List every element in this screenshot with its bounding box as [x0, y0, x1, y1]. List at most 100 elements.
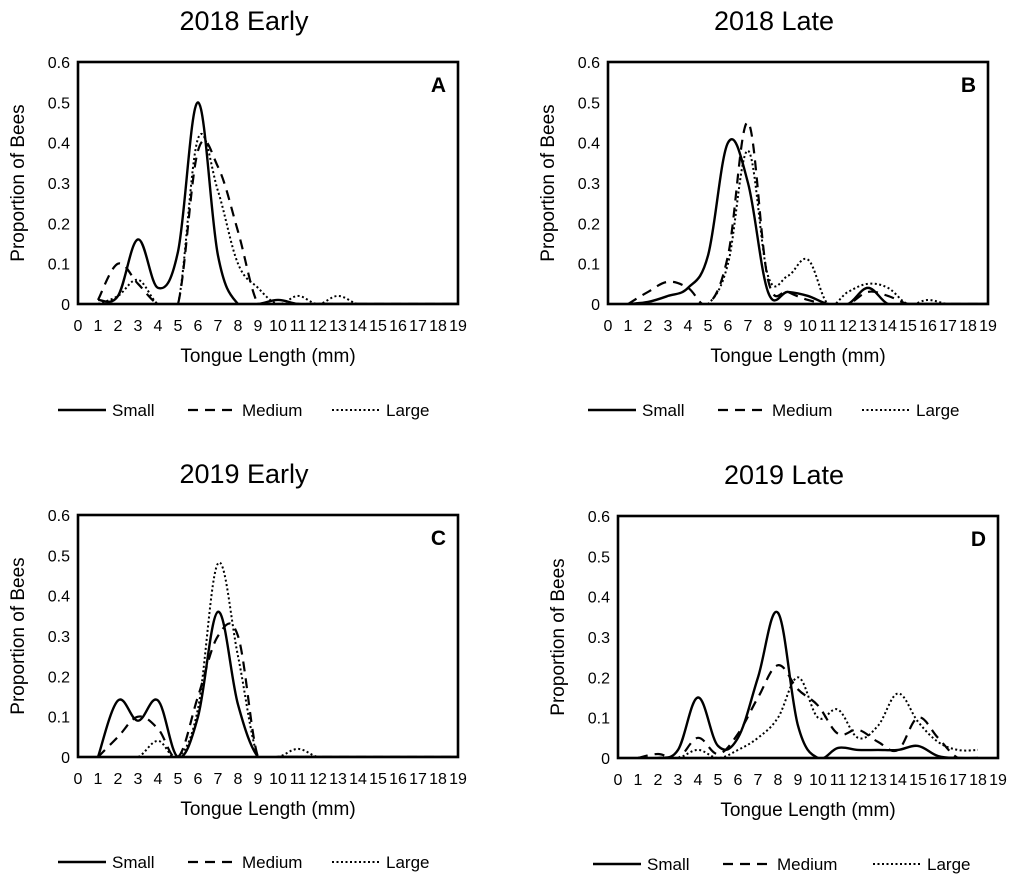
x-tick-label: 0: [614, 772, 623, 789]
x-tick-label: 14: [879, 318, 897, 335]
legend: Small Medium Large: [58, 401, 429, 420]
x-tick-label: 18: [429, 318, 447, 335]
x-tick-label: 17: [949, 772, 967, 789]
x-tick-label: 18: [429, 771, 447, 788]
chart-title: 2019 Early: [179, 459, 309, 489]
series-line-large: [628, 149, 988, 304]
x-tick-label: 3: [134, 771, 143, 788]
x-tick-label: 9: [254, 771, 263, 788]
x-tick-label: 16: [389, 771, 407, 788]
y-tick-label: 0.6: [588, 509, 610, 526]
y-tick-label: 0.1: [588, 711, 610, 728]
x-tick-label: 0: [74, 771, 83, 788]
y-tick-label: 0: [61, 750, 70, 767]
x-tick-label: 6: [194, 318, 203, 335]
y-tick-label: 0.2: [588, 670, 610, 687]
x-tick-label: 1: [634, 772, 643, 789]
panel-letter: B: [961, 74, 976, 97]
x-tick-label: 8: [234, 318, 243, 335]
y-tick-label: 0: [61, 297, 70, 314]
x-tick-label: 17: [939, 318, 957, 335]
legend-label-small: Small: [112, 853, 155, 872]
x-tick-label: 9: [784, 318, 793, 335]
legend-label-large: Large: [916, 401, 959, 420]
x-tick-label: 19: [449, 771, 467, 788]
x-axis-title: Tongue Length (mm): [710, 346, 885, 367]
legend-label-small: Small: [642, 401, 685, 420]
x-tick-label: 5: [704, 318, 713, 335]
x-tick-label: 16: [919, 318, 937, 335]
y-axis-title: Proportion of Bees: [538, 104, 559, 261]
y-tick-label: 0: [591, 297, 600, 314]
y-tick-label: 0.4: [588, 590, 610, 607]
x-tick-label: 18: [959, 318, 977, 335]
x-tick-label: 1: [94, 771, 103, 788]
y-tick-label: 0.4: [48, 589, 70, 606]
y-tick-label: 0.5: [48, 548, 70, 565]
x-tick-label: 14: [349, 771, 367, 788]
y-tick-label: 0.1: [48, 257, 70, 274]
legend-label-large: Large: [927, 855, 970, 874]
x-tick-label: 3: [674, 772, 683, 789]
x-tick-label: 12: [849, 772, 867, 789]
x-tick-label: 6: [194, 771, 203, 788]
x-tick-label: 17: [409, 771, 427, 788]
y-tick-label: 0.6: [578, 55, 600, 72]
x-axis-title: Tongue Length (mm): [180, 346, 355, 367]
x-tick-label: 3: [134, 318, 143, 335]
x-tick-label: 8: [774, 772, 783, 789]
x-tick-label: 7: [214, 771, 223, 788]
x-tick-label: 19: [979, 318, 997, 335]
series-line-medium: [637, 664, 978, 758]
chart-title: 2019 Late: [724, 460, 844, 490]
x-axis-title: Tongue Length (mm): [720, 800, 895, 821]
x-tick-label: 16: [389, 318, 407, 335]
x-tick-label: 6: [734, 772, 743, 789]
y-axis-title: Proportion of Bees: [8, 557, 29, 714]
x-tick-label: 4: [684, 318, 693, 335]
legend-label-medium: Medium: [777, 855, 837, 874]
x-tick-label: 10: [799, 318, 817, 335]
x-tick-label: 2: [114, 318, 123, 335]
x-tick-label: 1: [94, 318, 103, 335]
x-tick-label: 0: [74, 318, 83, 335]
x-tick-label: 11: [820, 318, 837, 335]
x-tick-label: 18: [969, 772, 987, 789]
x-tick-label: 11: [290, 318, 307, 335]
x-tick-label: 19: [449, 318, 467, 335]
y-tick-label: 0.3: [48, 176, 70, 193]
x-tick-label: 2: [644, 318, 653, 335]
x-tick-label: 15: [369, 771, 387, 788]
legend-label-large: Large: [386, 401, 429, 420]
panel-letter: C: [431, 527, 446, 550]
x-tick-label: 15: [909, 772, 927, 789]
series-line-medium: [627, 121, 988, 304]
x-tick-label: 11: [290, 771, 307, 788]
x-tick-label: 9: [254, 318, 263, 335]
series-line-medium: [97, 622, 458, 757]
x-tick-label: 14: [349, 318, 367, 335]
x-tick-label: 2: [654, 772, 663, 789]
legend-label-medium: Medium: [772, 401, 832, 420]
x-tick-label: 7: [754, 772, 763, 789]
plot-frame: [616, 514, 1000, 760]
x-tick-label: 13: [329, 771, 347, 788]
legend: Small Medium Large: [58, 853, 429, 872]
x-tick-label: 5: [714, 772, 723, 789]
series-line-large: [97, 133, 458, 304]
x-tick-label: 10: [269, 318, 287, 335]
x-axis-title: Tongue Length (mm): [180, 799, 355, 820]
y-tick-label: 0: [601, 751, 610, 768]
y-tick-label: 0.2: [48, 669, 70, 686]
x-tick-label: 8: [764, 318, 773, 335]
series-line-large: [638, 676, 979, 758]
chart-title: 2018 Late: [714, 6, 834, 36]
x-tick-label: 4: [694, 772, 703, 789]
y-tick-label: 0.2: [48, 216, 70, 233]
x-tick-label: 14: [889, 772, 907, 789]
x-tick-label: 4: [154, 318, 163, 335]
y-tick-label: 0.3: [578, 176, 600, 193]
